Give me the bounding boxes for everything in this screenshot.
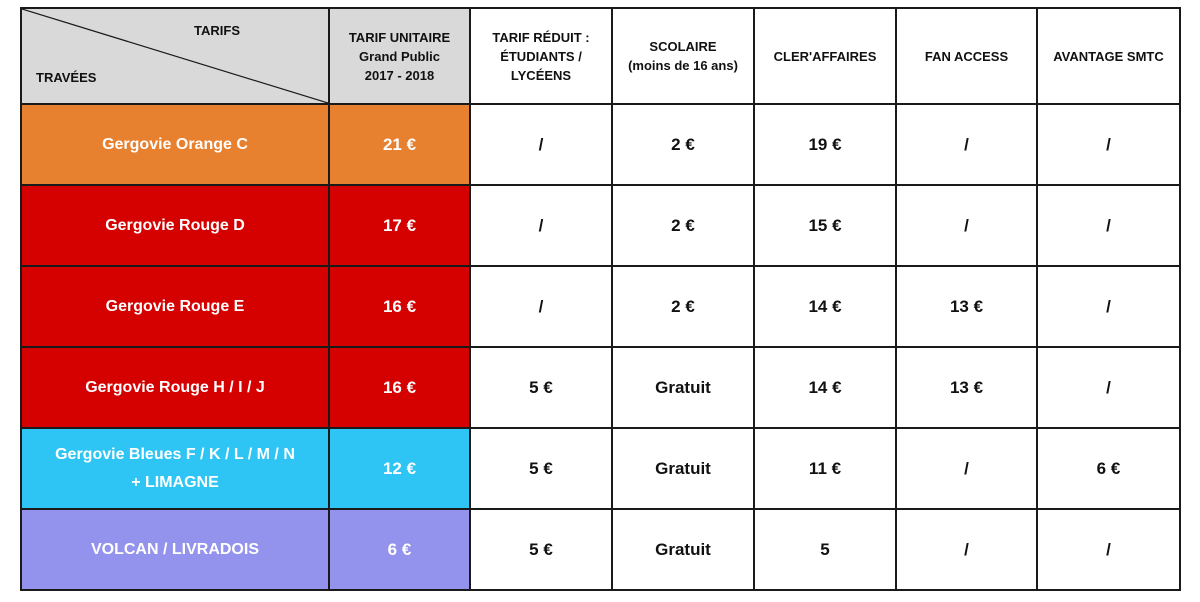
travees-label: TRAVÉES (36, 70, 97, 85)
tarif-value-cell: / (895, 184, 1038, 267)
tarif-grand-public-cell: 17 € (328, 184, 471, 267)
header-tarif-unitaire: TARIF UNITAIRE Grand Public 2017 - 2018 (328, 7, 471, 105)
tarif-value-cell: Gratuit (611, 508, 755, 591)
tarif-grand-public-cell: 12 € (328, 427, 471, 510)
header-line: 2017 - 2018 (364, 67, 435, 83)
diagonal-divider (22, 9, 328, 103)
header-avantage-smtc: AVANTAGE SMTC (1036, 7, 1181, 105)
table-row: Gergovie Rouge H / I / J 16 €5 € Gratuit 14… (20, 346, 1181, 429)
tarif-value-cell: 14 € (753, 346, 897, 429)
travee-name-line: Gergovie Rouge E (105, 297, 245, 315)
travee-name-line: VOLCAN / LIVRADOIS (90, 540, 259, 558)
tarif-value-cell: 19 € (753, 103, 897, 186)
header-scolaire: SCOLAIRE (moins de 16 ans) (611, 7, 755, 105)
tarif-value-cell: / (895, 508, 1038, 591)
tarif-value-cell: 15 € (753, 184, 897, 267)
tarif-value-cell: / (1036, 103, 1181, 186)
tarif-value-cell: 5 (753, 508, 897, 591)
tarif-value-cell: 6 € (1036, 427, 1181, 510)
tarif-value-cell: 5 € (469, 508, 613, 591)
header-tarif-reduit: TARIF RÉDUIT : ÉTUDIANTS / LYCÉENS (469, 7, 613, 105)
tarif-value-cell: / (1036, 265, 1181, 348)
header-line: FAN ACCESS (924, 48, 1009, 64)
tarif-value-cell: Gratuit (611, 346, 755, 429)
header-row: TARIFS TRAVÉES TARIF UNITAIRE Grand Publ… (20, 7, 1181, 105)
header-line: Grand Public (359, 48, 440, 64)
tarif-value-cell: / (469, 265, 613, 348)
header-line: CLER'AFFAIRES (773, 48, 877, 64)
header-line: TARIF RÉDUIT : (492, 29, 590, 45)
travee-name-cell: Gergovie Rouge D (20, 184, 330, 267)
tarif-value-cell: / (1036, 184, 1181, 267)
tarif-value-cell: Gratuit (611, 427, 755, 510)
tarif-value-cell: 11 € (753, 427, 897, 510)
tarif-grand-public-cell: 21 € (328, 103, 471, 186)
tarif-value-cell: / (1036, 508, 1181, 591)
table-row: Gergovie Bleues F / K / L / M / N + LIMAG… (20, 427, 1181, 510)
travee-name-line: Gergovie Rouge D (105, 216, 245, 234)
tarif-value-cell: 2 € (611, 184, 755, 267)
table-row: Gergovie Orange C 21 €/2 €19 € / / (20, 103, 1181, 186)
header-cler-affaires: CLER'AFFAIRES (753, 7, 897, 105)
tarif-value-cell: / (895, 427, 1038, 510)
tarifs-table: TARIFS TRAVÉES TARIF UNITAIRE Grand Publ… (20, 7, 1181, 591)
tarif-value-cell: 5 € (469, 427, 613, 510)
header-line: (moins de 16 ans) (628, 58, 738, 73)
header-line: AVANTAGE SMTC (1053, 48, 1164, 64)
tarif-value-cell: 13 € (895, 265, 1038, 348)
travee-name-cell: VOLCAN / LIVRADOIS (20, 508, 330, 591)
header-line: LYCÉENS (510, 67, 572, 83)
travee-name-cell: Gergovie Rouge E (20, 265, 330, 348)
travee-name-line: Gergovie Orange C (102, 135, 248, 153)
tarif-value-cell: 2 € (611, 265, 755, 348)
table-row: VOLCAN / LIVRADOIS 6 €5 € Gratuit 5// (20, 508, 1181, 591)
travee-name-line: Gergovie Bleues F / K / L / M / N (55, 445, 295, 463)
tarif-grand-public-cell: 6 € (328, 508, 471, 591)
tarifs-label: TARIFS (194, 23, 240, 38)
tarif-value-cell: / (469, 184, 613, 267)
travee-name-line: Gergovie Rouge H / I / J (85, 378, 265, 396)
travee-name-cell: Gergovie Rouge H / I / J (20, 346, 330, 429)
tarif-value-cell: 13 € (895, 346, 1038, 429)
tarif-value-cell: 14 € (753, 265, 897, 348)
tarif-value-cell: / (1036, 346, 1181, 429)
tarif-grand-public-cell: 16 € (328, 346, 471, 429)
tarif-value-cell: 5 € (469, 346, 613, 429)
table-row: Gergovie Rouge E 16 €/2 €14 €13 € / (20, 265, 1181, 348)
travee-name-line: + LIMAGNE (131, 473, 219, 491)
header-fan-access: FAN ACCESS (895, 7, 1038, 105)
tarifs-table-container: TARIFS TRAVÉES TARIF UNITAIRE Grand Publ… (20, 7, 1181, 591)
travee-name-cell: Gergovie Bleues F / K / L / M / N + LIMAG… (20, 427, 330, 510)
table-row: Gergovie Rouge D 17 €/2 €15 € / / (20, 184, 1181, 267)
header-line: ÉTUDIANTS / (500, 48, 582, 64)
travee-name-cell: Gergovie Orange C (20, 103, 330, 186)
header-line: SCOLAIRE (649, 39, 717, 54)
header-line: TARIF UNITAIRE (348, 29, 451, 45)
tarif-value-cell: 2 € (611, 103, 755, 186)
corner-header-cell: TARIFS TRAVÉES (20, 7, 330, 105)
tarif-value-cell: / (895, 103, 1038, 186)
tarif-grand-public-cell: 16 € (328, 265, 471, 348)
tarif-value-cell: / (469, 103, 613, 186)
